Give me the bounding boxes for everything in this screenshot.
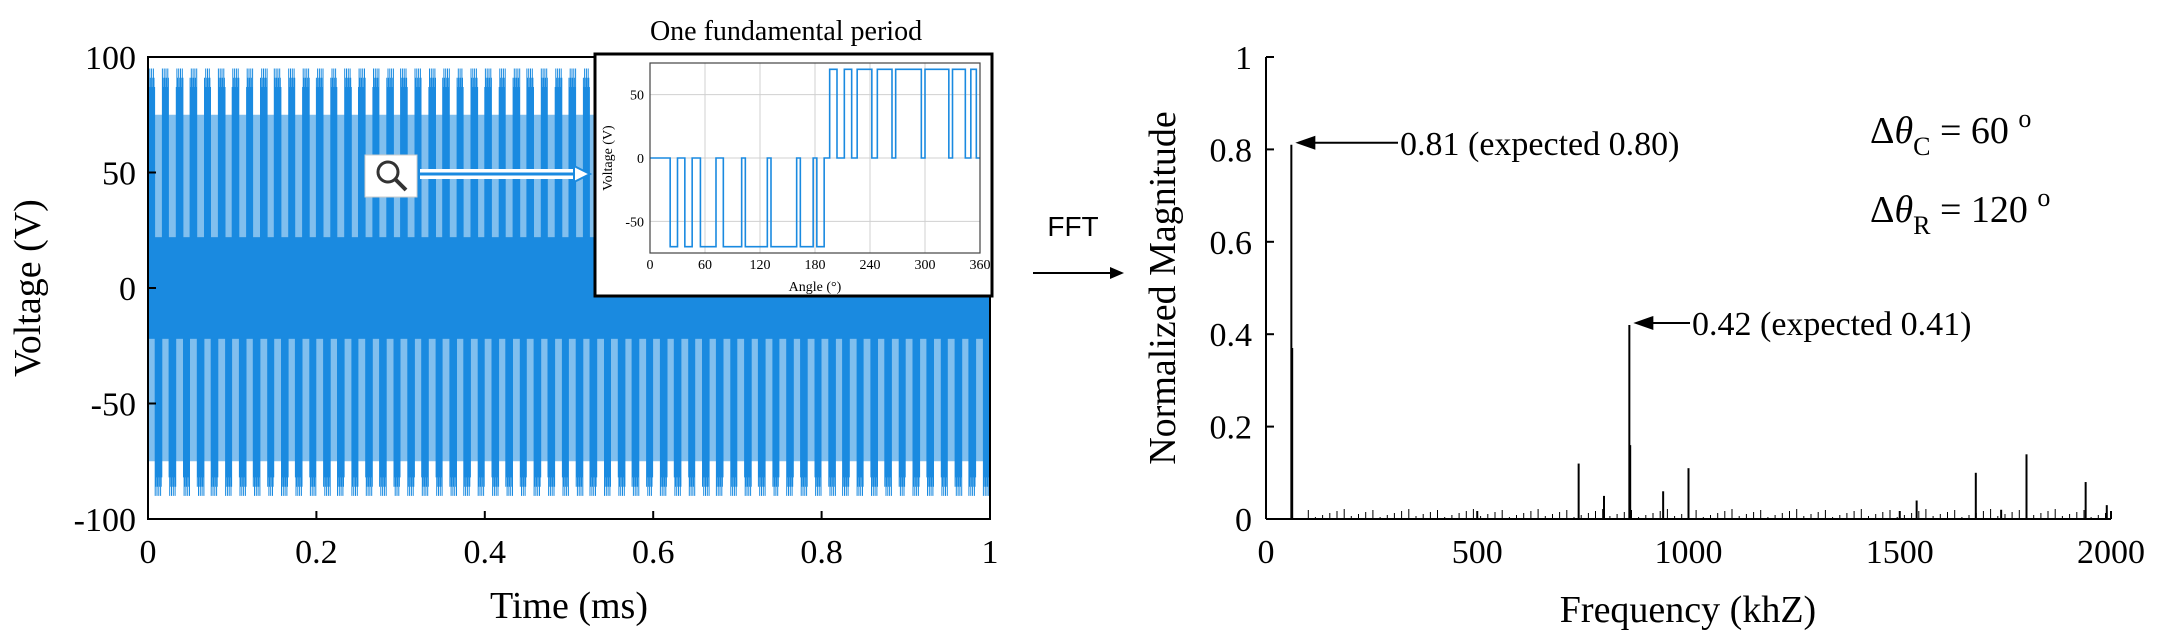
inset-title: One fundamental period [650,16,922,47]
time-plot-x-ticks: 0 0.2 0.4 0.6 0.8 1 [140,511,999,571]
delta-r-value: 120 [1971,189,2028,231]
inset-one-period: 0 60 120 180 240 300 360 50 0 -50 Angle (°) Volta… [593,16,994,298]
time-domain-plot: 100 50 0 -50 -100 0 0.2 0.4 0.6 0.8 1 Time (ms) V… [7,16,999,627]
inset-ylabel: Voltage (V) [601,125,616,191]
y-tick-label: 0.2 [1210,410,1253,447]
x-tick-label: 0.8 [800,534,843,571]
spectrum-ylabel: Normalized Magnitude [1142,111,1184,465]
inset-axes [649,62,981,254]
spectrum-xlabel: Frequency (khZ) [1560,589,1816,631]
y-tick-label: 50 [102,156,136,193]
annotation-arrowhead [1633,315,1654,330]
noise-floor-lines [1307,509,2106,519]
y-tick-label: 0.4 [1210,317,1253,354]
time-plot-ylabel: Voltage (V) [7,199,49,377]
x-tick-label: 2000 [2077,534,2145,571]
svg-text:ΔθC = 60 o: ΔθC = 60 o [1870,104,2031,161]
time-plot-xlabel: Time (ms) [490,585,648,627]
y-tick-label: 100 [85,40,136,77]
delta-theta-r-label: ΔθR = 120 o [1870,183,2050,240]
time-plot-y-ticks: 100 50 0 -50 -100 [74,40,156,539]
inset-signal [650,68,980,248]
x-tick-label: 0.2 [295,534,338,571]
y-tick-label: -50 [91,387,136,424]
inset-xlabel: Angle (°) [789,280,842,295]
y-tick-label: 0.6 [1210,225,1253,262]
x-tick-label: 0.6 [632,534,675,571]
annotation-label: 0.81 (expected 0.80) [1400,126,1679,163]
spectrum-bars [1290,144,2108,519]
delta-theta-c-label: ΔθC = 60 o [1870,104,2031,161]
degree-r: o [2037,183,2050,212]
x-tick-label: 0 [1258,534,1275,571]
spectrum-noise-floor [1307,509,2106,519]
zoom-arrow [420,164,593,184]
y-tick-label: 1 [1235,40,1252,77]
inset-x-tick-label: 60 [698,258,712,273]
inset-ticks: 0 60 120 180 240 300 360 50 0 -50 [625,89,990,273]
fft-arrow: FFT [1033,211,1124,279]
x-tick-label: 0.4 [464,534,507,571]
magnifier-icon [364,154,418,198]
x-tick-label: 0 [140,534,157,571]
inset-y-tick-label: -50 [625,215,644,230]
inset-y-tick-label: 50 [630,89,644,104]
svg-text:ΔθR = 120 o: ΔθR = 120 o [1870,183,2050,240]
y-tick-label: 0 [119,271,136,308]
y-tick-label: 0.8 [1210,132,1253,169]
inset-x-tick-label: 0 [647,258,654,273]
inset-x-tick-label: 120 [750,258,771,273]
x-tick-label: 500 [1452,534,1503,571]
degree-c: o [2018,104,2031,133]
fft-label: FFT [1047,211,1098,242]
x-tick-label: 1 [982,534,999,571]
frequency-spectrum-plot: 1 0.8 0.6 0.4 0.2 0 0 500 1000 1500 2000 Frequenc… [1142,40,2145,631]
inset-x-tick-label: 180 [805,258,826,273]
x-tick-label: 1000 [1655,534,1723,571]
spectrum-y-ticks: 1 0.8 0.6 0.4 0.2 0 [1210,40,1274,539]
annotation-label: 0.42 (expected 0.41) [1692,306,1971,343]
inset-x-tick-label: 300 [915,258,936,273]
y-tick-label: -100 [74,502,136,539]
y-tick-label: 0 [1235,502,1252,539]
inset-waveform [650,68,980,248]
inset-y-tick-label: 0 [637,152,644,167]
annotation-arrowhead [1295,135,1316,150]
inset-x-tick-label: 360 [970,258,991,273]
spectrum-annotations: 0.81 (expected 0.80) 0.42 (expected 0.41) [1295,126,1971,343]
spectrum-x-ticks: 0 500 1000 1500 2000 [1258,511,2145,571]
x-tick-label: 1500 [1866,534,1934,571]
inset-x-tick-label: 240 [860,258,881,273]
delta-c-value: 60 [1971,110,2009,152]
